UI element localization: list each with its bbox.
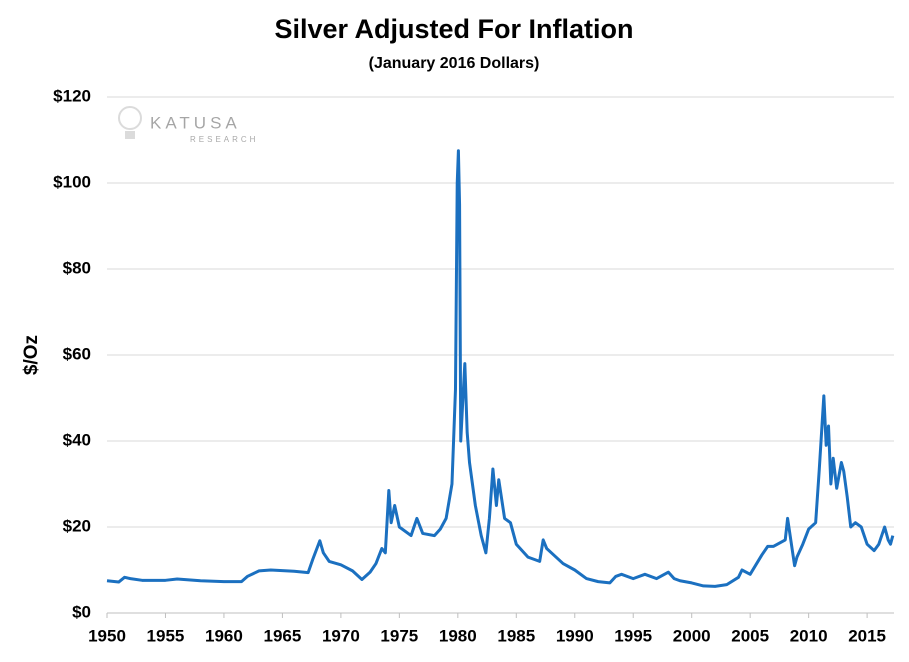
y-tick-label: $60 — [63, 344, 91, 363]
x-tick-label: 1955 — [147, 626, 185, 645]
x-tick-label: 2015 — [848, 626, 886, 645]
x-tick-label: 2005 — [731, 626, 769, 645]
x-tick-label: 1970 — [322, 626, 360, 645]
y-tick-label: $80 — [63, 258, 91, 277]
watermark-icon-base — [125, 131, 135, 139]
x-tick-label: 1980 — [439, 626, 477, 645]
watermark-icon — [118, 106, 142, 130]
price-line — [106, 149, 895, 588]
watermark: KATUSA RESEARCH — [118, 106, 258, 144]
x-tick-label: 1950 — [88, 626, 126, 645]
x-tick-label: 1960 — [205, 626, 243, 645]
y-tick-label: $100 — [53, 172, 91, 191]
x-tick-label: 2000 — [673, 626, 711, 645]
x-tick-label: 1995 — [614, 626, 652, 645]
y-axis-label: $/Oz — [21, 335, 42, 375]
watermark-sub: RESEARCH — [190, 135, 258, 144]
chart-title: Silver Adjusted For Inflation — [274, 14, 633, 44]
watermark-brand: KATUSA — [150, 113, 241, 132]
x-tick-label: 1985 — [497, 626, 535, 645]
y-tick-label: $0 — [72, 602, 91, 621]
y-tick-label: $40 — [63, 430, 91, 449]
chart-subtitle: (January 2016 Dollars) — [369, 55, 540, 72]
x-tick-label: 1975 — [380, 626, 418, 645]
x-tick-label: 1990 — [556, 626, 594, 645]
y-tick-label: $20 — [63, 516, 91, 535]
x-tick-label: 1965 — [263, 626, 301, 645]
y-tick-label: $120 — [53, 86, 91, 105]
x-tick-label: 2010 — [790, 626, 828, 645]
